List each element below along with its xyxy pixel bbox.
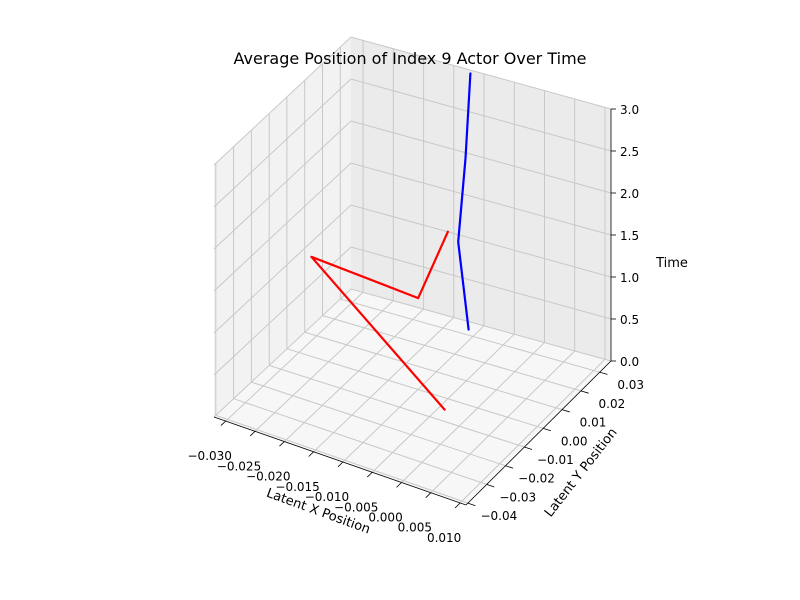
y-tick-label: 0.02 <box>599 397 626 411</box>
tick-labels: −0.030−0.025−0.020−0.015−0.010−0.0050.00… <box>188 103 645 545</box>
x-tick-label: −0.025 <box>217 459 261 473</box>
x-tick-mark <box>220 420 226 426</box>
series-line-0 <box>310 230 449 411</box>
z-tick-label: 2.0 <box>620 187 639 201</box>
y-tick-label: 0.01 <box>580 416 607 430</box>
y-tick-label: 0.03 <box>617 378 644 392</box>
z-tick-label: 1.0 <box>620 271 639 285</box>
y-tick-mark <box>467 502 476 507</box>
z-gridline <box>213 204 612 334</box>
x-tick-mark <box>249 431 256 437</box>
y-tick-mark <box>486 484 495 488</box>
y-tick-label: −0.01 <box>537 453 574 467</box>
y-tick-mark <box>580 390 589 394</box>
x-tick-label: −0.005 <box>334 500 378 514</box>
x-tick-mark <box>279 441 285 447</box>
z-axis-label: Time <box>655 256 688 271</box>
y-tick-label: −0.04 <box>480 509 517 523</box>
z-gridline <box>213 288 612 418</box>
x-tick-mark <box>454 502 461 509</box>
z-tick-label: 0.0 <box>620 355 639 369</box>
pane-floor <box>214 289 611 505</box>
z-tick-label: 2.5 <box>620 145 639 159</box>
x-tick-label: −0.010 <box>305 490 349 504</box>
z-gridline <box>213 162 612 292</box>
z-gridline <box>213 120 612 250</box>
z-tick-label: 1.5 <box>620 229 639 243</box>
y-tick-label: 0.00 <box>561 434 588 448</box>
x-tick-mark <box>396 482 402 488</box>
x-tick-label: 0.010 <box>427 531 461 545</box>
x-tick-mark <box>337 461 344 468</box>
x-tick-mark <box>308 451 314 457</box>
y-tick-label: −0.02 <box>518 472 555 486</box>
y-tick-mark <box>561 409 570 413</box>
data-lines <box>310 72 472 411</box>
x-tick-label: 0.000 <box>368 510 402 524</box>
y-tick-label: −0.03 <box>499 490 536 504</box>
x-tick-mark <box>366 471 373 478</box>
x-axis-line <box>213 416 467 506</box>
x-tick-label: −0.015 <box>275 480 319 494</box>
z-gridline <box>213 78 612 208</box>
y-axis-line <box>465 360 612 506</box>
x-tick-mark <box>425 492 432 498</box>
x-tick-label: 0.005 <box>398 521 432 535</box>
z-gridline <box>213 36 612 166</box>
z-gridline <box>213 246 612 376</box>
grid-lines <box>213 36 616 509</box>
series-line-1 <box>457 72 472 331</box>
y-tick-mark <box>524 446 533 450</box>
x-tick-label: −0.030 <box>188 449 232 463</box>
z-tick-label: 0.5 <box>620 313 639 327</box>
x-tick-label: −0.020 <box>246 470 290 484</box>
y-tick-mark <box>543 427 552 432</box>
chart-title: Average Position of Index 9 Actor Over T… <box>234 49 587 68</box>
y-tick-mark <box>599 371 608 375</box>
z-tick-label: 3.0 <box>620 103 639 117</box>
y-tick-mark <box>505 465 514 469</box>
